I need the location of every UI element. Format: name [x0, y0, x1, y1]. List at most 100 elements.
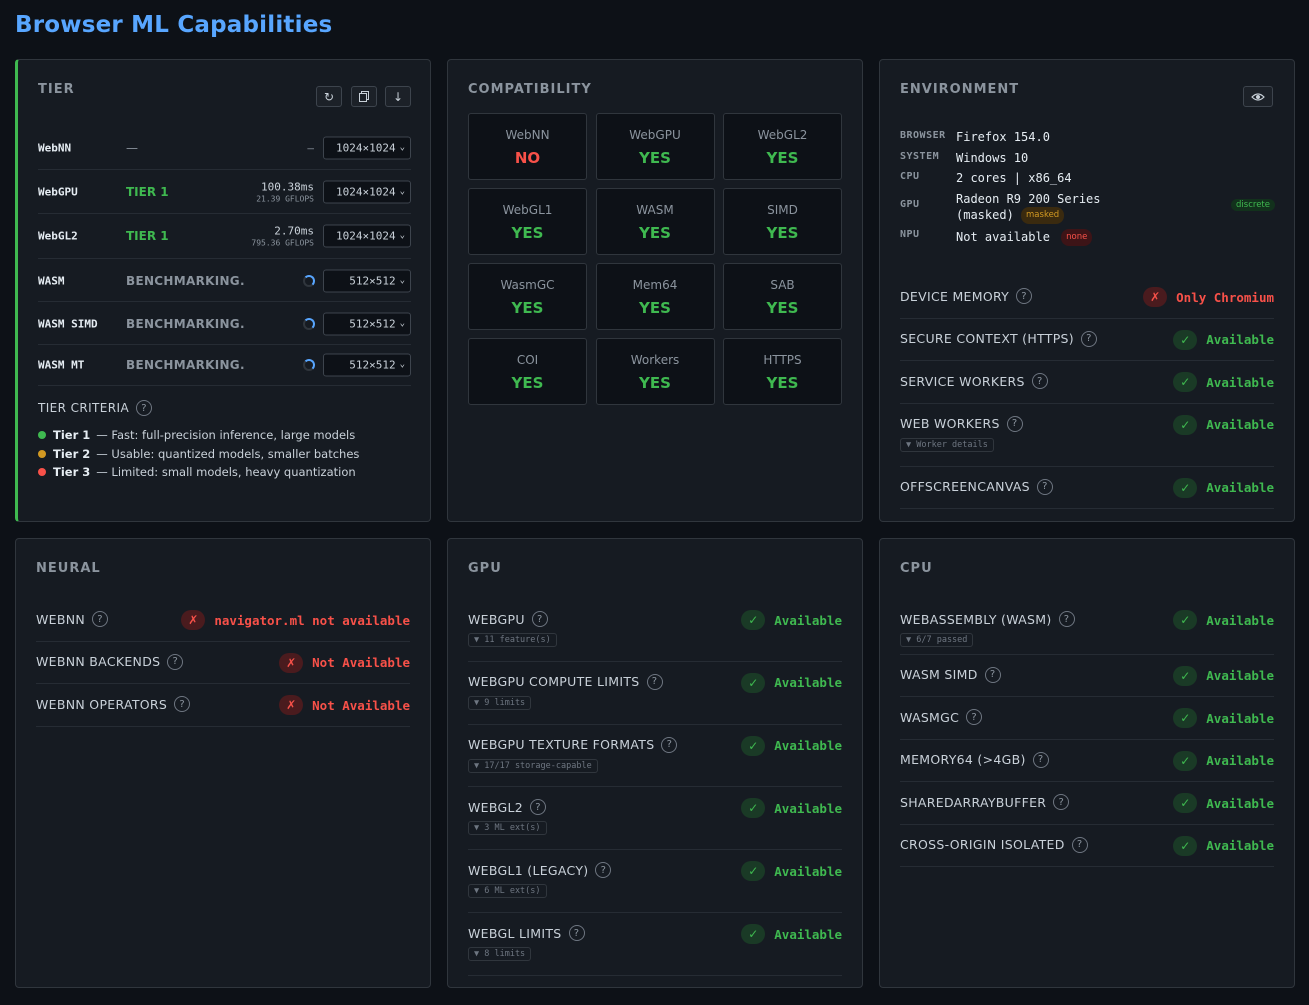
matrix-size-select[interactable]: 1024×1024 ⌄ — [323, 224, 411, 247]
feature-name: MEMORY64 (>4GB) — [900, 752, 1026, 767]
feature-status-text: Not Available — [312, 697, 410, 713]
compat-cell-mem64: Mem64 YES — [595, 263, 715, 330]
matrix-size-select[interactable]: 1024×1024 ⌄ — [323, 180, 411, 203]
feature-row: WEBGPU? ✓ Available ▼ 11 feature(s) — [468, 599, 842, 662]
tier-status: TIER 1 — [126, 228, 169, 243]
compat-value: YES — [766, 149, 799, 167]
download-button[interactable]: ↓ — [385, 86, 411, 107]
help-icon[interactable]: ? — [1031, 373, 1048, 389]
help-icon[interactable]: ? — [92, 611, 109, 627]
matrix-size-select[interactable]: 512×512 ⌄ — [323, 353, 411, 376]
tier-dot-icon — [38, 468, 46, 476]
feature-status-text: Available — [1206, 332, 1274, 347]
feature-details-toggle[interactable]: ▼ 9 limits — [468, 695, 532, 710]
feature-row: WEBGPU TEXTURE FORMATS? ✓ Available ▼ 17/17… — [468, 725, 842, 788]
compat-value: YES — [511, 299, 544, 317]
help-icon[interactable]: ? — [136, 400, 153, 416]
feature-name: WEBGL2 — [468, 799, 524, 815]
help-icon[interactable]: ? — [167, 653, 184, 670]
tier-ms: 2.70ms — [274, 224, 314, 237]
download-icon: ↓ — [392, 89, 404, 104]
feature-row: WEBGL1 (LEGACY)? ✓ Available ▼ 6 ML ext(s) — [468, 850, 842, 913]
feature-details-toggle[interactable]: ▼ Worker details — [900, 437, 994, 452]
feature-status: ✓ Available — [1173, 329, 1274, 350]
compat-name: SIMD — [767, 203, 798, 217]
help-icon[interactable]: ? — [661, 736, 678, 753]
check-icon: ✓ — [1173, 835, 1198, 856]
help-icon[interactable]: ? — [1071, 836, 1088, 853]
help-icon[interactable]: ? — [1053, 794, 1070, 810]
help-icon[interactable]: ? — [530, 799, 547, 816]
compat-value: YES — [766, 299, 799, 317]
help-icon[interactable]: ? — [595, 862, 612, 879]
matrix-size-value: 1024×1024 — [335, 141, 396, 154]
tier-row: WASM SIMD BENCHMARKING. 512×512 ⌄ — [38, 303, 411, 345]
compat-name: SAB — [770, 278, 795, 292]
feature-status-text: Not Available — [312, 655, 410, 670]
compat-cell-webnn: WebNN NO — [468, 113, 587, 180]
tier-criteria-title: TIER CRITERIA ? — [38, 400, 153, 416]
help-icon[interactable]: ? — [646, 673, 663, 690]
chevron-down-icon: ⌄ — [399, 142, 405, 153]
help-icon[interactable]: ? — [1036, 478, 1053, 495]
feature-row: WEBNN OPERATORS? ✗ Not Available — [36, 684, 410, 727]
feature-details-toggle[interactable]: ▼ 6/7 passed — [900, 633, 974, 647]
help-icon[interactable]: ? — [984, 666, 1001, 683]
tier-ms: – — [307, 141, 314, 154]
check-icon: ✓ — [1173, 372, 1198, 392]
env-gpu-line1: Radeon R9 200 Series — [956, 192, 1101, 206]
feature-name: OFFSCREENCANVAS — [900, 479, 1030, 494]
feature-row: MEMORY64 (>4GB)? ✓ Available — [900, 740, 1274, 782]
help-icon[interactable]: ? — [966, 709, 983, 725]
env-system-key: SYSTEM — [900, 151, 940, 162]
toggle-visibility-button[interactable] — [1243, 86, 1273, 107]
feature-name: WEBNN OPERATORS — [36, 696, 168, 712]
feature-status: ✗ Only Chromium — [1143, 287, 1274, 307]
feature-details-toggle[interactable]: ▼ 8 limits — [468, 947, 532, 961]
matrix-size-select[interactable]: 1024×1024 ⌄ — [323, 136, 411, 159]
matrix-size-select[interactable]: 512×512 ⌄ — [323, 269, 411, 292]
help-icon[interactable]: ? — [1006, 415, 1023, 432]
compat-name: COI — [516, 353, 539, 367]
help-icon[interactable]: ? — [1016, 288, 1033, 304]
matrix-size-select[interactable]: 512×512 ⌄ — [323, 312, 411, 335]
feature-status: ✓ Available — [1173, 793, 1274, 813]
tier-dot-icon — [38, 431, 46, 439]
tier-status: BENCHMARKING. — [126, 273, 245, 288]
help-icon[interactable]: ? — [1080, 330, 1097, 347]
feature-row: OFFSCREENCANVAS? ✓ Available — [900, 467, 1274, 509]
copy-button[interactable] — [351, 86, 377, 107]
env-system-value: Windows 10 — [956, 151, 1029, 165]
feature-label: WEBGPU? — [468, 611, 548, 627]
matrix-size-value: 512×512 — [349, 274, 396, 287]
tier-criteria-tier: Tier 2 — [53, 446, 91, 461]
feature-status-text: Available — [1206, 795, 1274, 811]
feature-details-toggle[interactable]: ▼ 6 ML ext(s) — [468, 884, 547, 899]
compat-value: YES — [639, 374, 671, 392]
help-icon[interactable]: ? — [1032, 751, 1049, 768]
feature-name: WEBASSEMBLY (WASM) — [900, 611, 1052, 627]
feature-status: ✓ Available — [741, 735, 842, 756]
compat-cell-wasm: WASM YES — [595, 188, 715, 255]
environment-panel: ENVIRONMENT BROWSER Firefox 154.0 SYSTEM… — [879, 59, 1295, 522]
feature-status-text: Available — [1206, 668, 1274, 683]
tier-row: WebGL2 TIER 1 2.70ms 795.36 GFLOPS 1024×1024… — [38, 213, 411, 259]
help-icon[interactable]: ? — [531, 611, 548, 627]
check-icon: ✓ — [741, 735, 766, 756]
feature-details-toggle[interactable]: ▼ 11 feature(s) — [468, 633, 557, 647]
feature-name: CROSS-ORIGIN ISOLATED — [900, 837, 1065, 852]
cpu-panel-title: CPU — [900, 561, 933, 576]
feature-details-toggle[interactable]: ▼ 3 ML ext(s) — [468, 821, 547, 836]
compat-name: WebNN — [505, 128, 550, 142]
help-icon[interactable]: ? — [568, 925, 585, 941]
feature-label: WEBGPU TEXTURE FORMATS? — [468, 736, 678, 753]
feature-name: WEBGPU COMPUTE LIMITS — [468, 674, 640, 690]
tier-gflops: 21.39 GFLOPS — [256, 194, 314, 203]
refresh-button[interactable]: ↻ — [316, 86, 342, 107]
help-icon[interactable]: ? — [174, 696, 191, 712]
help-icon[interactable]: ? — [1058, 611, 1075, 627]
feature-details-toggle[interactable]: ▼ 17/17 storage-capable — [468, 758, 598, 773]
check-icon: ✓ — [1173, 414, 1198, 435]
feature-label: WEBGL2? — [468, 799, 547, 816]
gpu-panel-title: GPU — [468, 561, 502, 576]
